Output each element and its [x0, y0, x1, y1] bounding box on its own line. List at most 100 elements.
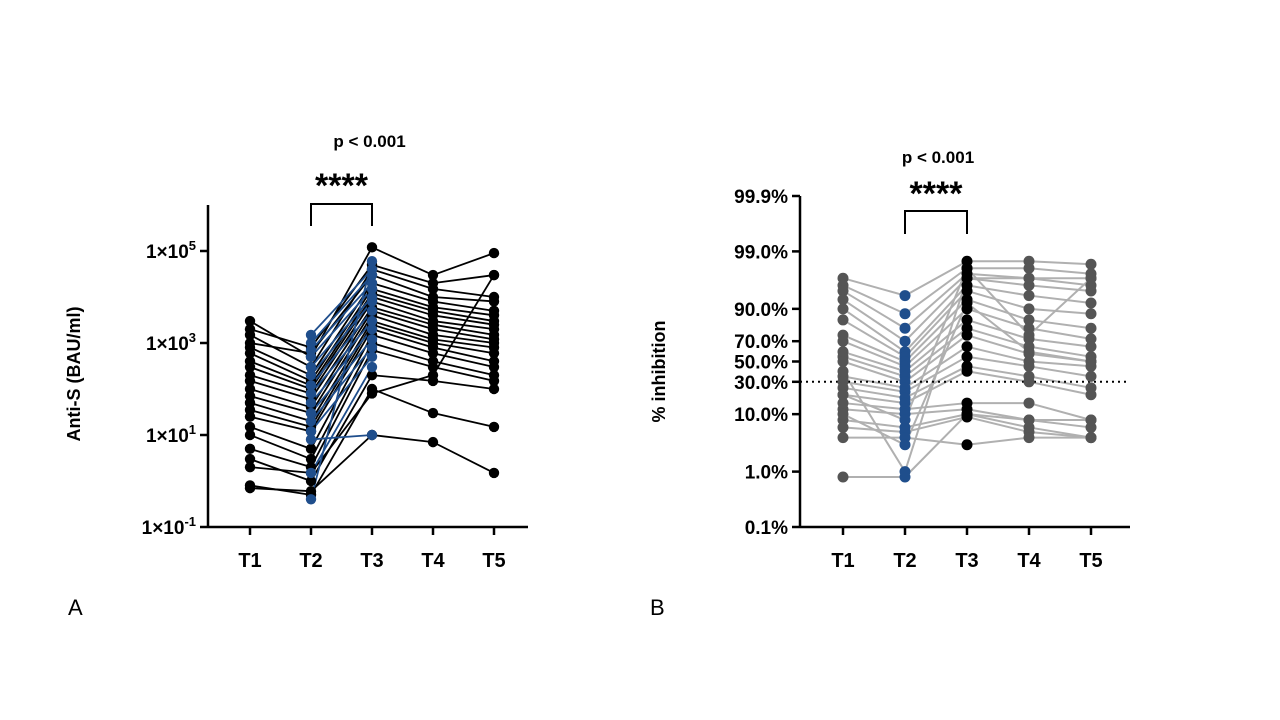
chart-a-y-tick-label: 1×105	[146, 238, 196, 263]
chart-b-series-line	[904, 370, 968, 404]
chart-a-point	[244, 421, 256, 433]
chart-b-series-line	[904, 290, 968, 358]
chart-b-series-line	[1028, 327, 1092, 340]
chart-a-series-line	[310, 334, 373, 450]
chart-b-point	[899, 335, 911, 347]
chart-a-series-line	[310, 374, 373, 482]
chart-b-point	[837, 471, 849, 483]
chart-a-point	[244, 383, 256, 395]
chart-a-series-line	[249, 334, 312, 368]
chart-b-point	[837, 365, 849, 377]
chart-b-series-line	[966, 334, 1030, 355]
chart-a-point	[366, 269, 378, 281]
chart-a-point	[244, 443, 256, 455]
chart-a-point	[366, 323, 378, 335]
chart-a-point	[305, 415, 317, 427]
chart-a-series-line	[310, 338, 373, 414]
chart-b-series-line	[842, 340, 906, 368]
chart-b-point	[961, 285, 973, 297]
chart-b-significance: p < 0.001 ****	[902, 148, 974, 234]
chart-b-series-line	[966, 267, 1030, 336]
chart-b-significance-stars: ****	[910, 175, 964, 213]
chart-b-series-line	[1028, 419, 1092, 429]
chart-a-point	[305, 486, 317, 497]
chart-a-point	[366, 429, 378, 441]
chart-a-series-line	[249, 328, 312, 349]
chart-a-series-line	[371, 274, 434, 298]
chart-b-series-line	[842, 308, 906, 353]
chart-b-point	[1085, 258, 1097, 270]
chart-b-series-line	[1028, 318, 1092, 330]
chart-a-point	[366, 283, 378, 295]
chart-b-series-line	[842, 393, 906, 421]
chart-b-series-line	[842, 408, 906, 416]
chart-b-series-line	[842, 380, 906, 393]
chart-b-x-tick-label: T2	[893, 550, 916, 572]
chart-b-point	[961, 341, 973, 353]
chart-b-x-tick-label: T3	[955, 550, 978, 572]
chart-a-series-line	[249, 374, 312, 395]
chart-a-point	[244, 348, 256, 359]
chart-b-point	[1023, 376, 1035, 388]
chart-b-series-line	[966, 302, 1030, 353]
chart-a-point	[366, 334, 378, 345]
chart-b-point	[961, 262, 973, 274]
chart-a-point	[305, 397, 317, 409]
chart-b-point	[961, 314, 973, 326]
chart-a-point	[488, 421, 500, 433]
chart-panel-b: 0.1% 1.0% 10.0% 30.0%50.0%70.0% 90.0% 99.0% 99…	[649, 148, 1130, 572]
chart-b-point	[1023, 262, 1035, 274]
chart-b-series-line	[842, 419, 906, 429]
chart-a-point	[244, 397, 256, 409]
chart-b-series-line	[966, 413, 1030, 429]
chart-a-x-tick-label: T1	[238, 550, 261, 572]
chart-b-series-line	[966, 284, 1030, 297]
chart-a-series-line	[371, 320, 434, 341]
chart-a-point	[488, 296, 500, 307]
chart-b-series-line	[842, 277, 906, 297]
chart-a-point	[427, 436, 439, 448]
chart-a-point	[244, 329, 256, 341]
chart-a-series-lines	[249, 246, 495, 500]
chart-b-series-line	[966, 318, 1030, 340]
chart-panel-a: 1×10-1 1×101 1×103 1×105 T1 T2 T3 T4 T5 Anti-S (B…	[64, 132, 528, 572]
chart-a-series-line	[249, 487, 312, 493]
chart-b-x-tick-label: T4	[1017, 550, 1041, 572]
chart-a-series-line	[249, 380, 312, 401]
chart-a-point	[366, 296, 378, 307]
chart-a-point	[366, 369, 378, 381]
chart-a-data-points	[244, 242, 500, 505]
chart-a-series-line	[432, 412, 495, 428]
chart-a-series-line	[371, 292, 434, 312]
chart-b-point	[1085, 356, 1097, 367]
chart-a-significance: p < 0.001 ****	[310, 132, 406, 226]
chart-b-y-tick-label: 0.1%	[745, 518, 788, 539]
chart-a-series-line	[432, 342, 495, 355]
chart-a-series-line	[249, 360, 312, 387]
chart-a-point	[366, 361, 378, 373]
chart-a-series-line	[432, 328, 495, 341]
chart-a-point	[244, 482, 256, 494]
chart-b-series-line	[1028, 350, 1092, 363]
chart-a-series-line	[310, 260, 373, 500]
chart-a-series-line	[432, 300, 495, 312]
chart-a-series-line	[310, 296, 373, 368]
chart-a-series-line	[310, 366, 373, 474]
chart-a-series-line	[432, 323, 495, 336]
chart-a-series-line	[249, 447, 312, 469]
chart-b-point	[961, 439, 973, 451]
chart-b-series-line	[1028, 277, 1092, 336]
chart-b-point	[1023, 397, 1035, 409]
chart-a-point	[305, 443, 317, 455]
chart-b-series-line	[904, 327, 968, 378]
chart-a-series-line	[249, 395, 312, 414]
chart-a-axes: 1×10-1 1×101 1×103 1×105 T1 T2 T3 T4 T5 Anti-S (B…	[64, 205, 528, 572]
chart-b-point	[1085, 414, 1097, 426]
chart-b-series-line	[904, 284, 968, 353]
chart-b-point	[837, 285, 849, 297]
chart-b-series-line	[966, 415, 1030, 434]
chart-a-point	[488, 375, 500, 387]
chart-a-series-line	[371, 349, 434, 368]
chart-a-series-line	[371, 374, 434, 382]
chart-b-point	[1023, 360, 1035, 372]
